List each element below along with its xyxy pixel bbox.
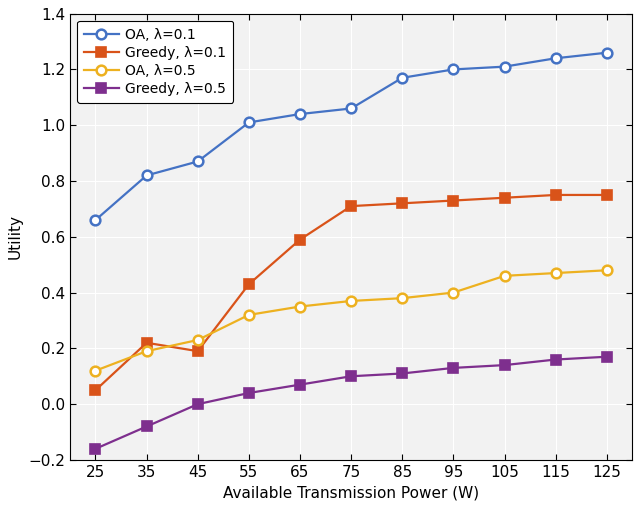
OA, λ=0.5 (245, 312, 253, 318)
Greedy, λ=0.5 (143, 424, 150, 430)
Line: Greedy, λ=0.5: Greedy, λ=0.5 (91, 352, 612, 454)
Greedy, λ=0.1 (399, 200, 406, 206)
OA, λ=0.5 (143, 348, 150, 354)
OA, λ=0.1 (603, 50, 611, 56)
OA, λ=0.5 (348, 298, 355, 304)
OA, λ=0.5 (603, 267, 611, 273)
OA, λ=0.5 (399, 295, 406, 301)
OA, λ=0.5 (552, 270, 559, 276)
OA, λ=0.1 (143, 172, 150, 178)
Greedy, λ=0.1 (245, 281, 253, 287)
Legend: OA, λ=0.1, Greedy, λ=0.1, OA, λ=0.5, Greedy, λ=0.5: OA, λ=0.1, Greedy, λ=0.1, OA, λ=0.5, Gre… (77, 21, 234, 103)
OA, λ=0.1 (92, 217, 99, 223)
OA, λ=0.1 (245, 119, 253, 125)
Line: OA, λ=0.5: OA, λ=0.5 (91, 265, 612, 375)
Greedy, λ=0.5 (449, 365, 457, 371)
OA, λ=0.1 (449, 67, 457, 73)
OA, λ=0.5 (500, 273, 508, 279)
Line: Greedy, λ=0.1: Greedy, λ=0.1 (91, 190, 612, 395)
OA, λ=0.1 (296, 111, 304, 117)
Greedy, λ=0.5 (296, 382, 304, 388)
Greedy, λ=0.1 (296, 237, 304, 243)
Line: OA, λ=0.1: OA, λ=0.1 (91, 48, 612, 225)
Y-axis label: Utility: Utility (8, 214, 22, 259)
Greedy, λ=0.1 (194, 348, 202, 354)
Greedy, λ=0.5 (92, 446, 99, 452)
OA, λ=0.1 (194, 158, 202, 165)
OA, λ=0.1 (399, 75, 406, 81)
OA, λ=0.1 (348, 106, 355, 112)
Greedy, λ=0.5 (500, 362, 508, 368)
OA, λ=0.5 (296, 303, 304, 309)
OA, λ=0.5 (92, 368, 99, 374)
Greedy, λ=0.1 (449, 198, 457, 204)
OA, λ=0.1 (552, 55, 559, 61)
Greedy, λ=0.1 (552, 192, 559, 198)
OA, λ=0.5 (194, 337, 202, 343)
Greedy, λ=0.1 (500, 195, 508, 201)
Greedy, λ=0.1 (92, 387, 99, 393)
Greedy, λ=0.1 (603, 192, 611, 198)
Greedy, λ=0.5 (245, 390, 253, 396)
OA, λ=0.1 (500, 64, 508, 70)
Greedy, λ=0.5 (399, 370, 406, 376)
Greedy, λ=0.1 (143, 340, 150, 346)
X-axis label: Available Transmission Power (W): Available Transmission Power (W) (223, 485, 479, 500)
Greedy, λ=0.5 (348, 373, 355, 379)
Greedy, λ=0.5 (552, 357, 559, 363)
Greedy, λ=0.5 (603, 354, 611, 360)
Greedy, λ=0.1 (348, 203, 355, 209)
Greedy, λ=0.5 (194, 401, 202, 407)
OA, λ=0.5 (449, 290, 457, 296)
